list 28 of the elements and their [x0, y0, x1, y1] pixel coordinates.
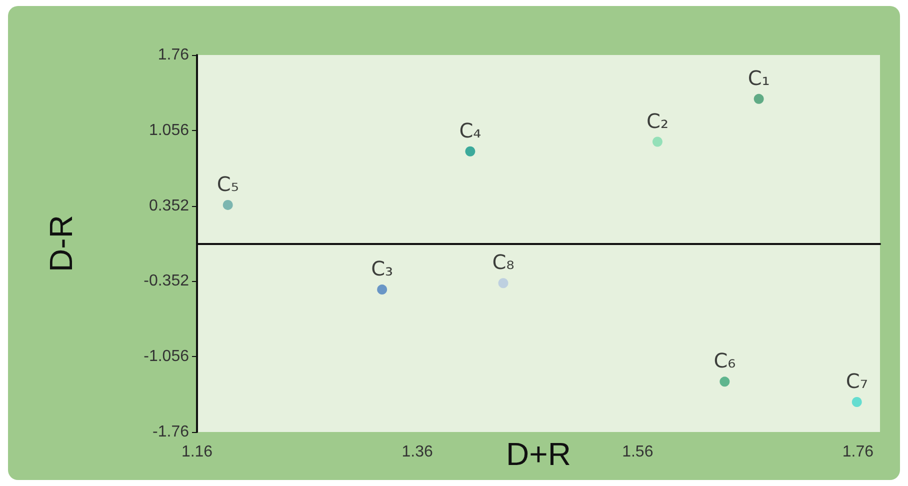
- point: [465, 146, 476, 156]
- point: [720, 376, 730, 387]
- x-tick-label: 1.16: [181, 444, 213, 460]
- point: [754, 94, 764, 104]
- data-label: C₆: [714, 348, 736, 373]
- point: [377, 284, 388, 295]
- point: [652, 136, 662, 147]
- data-label: C₃: [371, 256, 394, 281]
- data-label: C₅: [216, 172, 239, 196]
- y-tick-label: 1.056: [148, 122, 190, 139]
- point: [498, 278, 508, 288]
- point: [852, 397, 862, 408]
- data-label: C₈: [492, 250, 514, 274]
- data-label: C₄: [459, 118, 482, 142]
- y-tick-label: -1.76: [152, 424, 190, 440]
- y-tick-label: -1.056: [144, 348, 190, 366]
- data-label: C₂: [646, 108, 668, 133]
- y-tick-label: 0.352: [148, 197, 190, 214]
- x-tick-label: 1.76: [842, 444, 874, 460]
- x-tick-label: 1.36: [402, 444, 433, 460]
- data-label: C₇: [846, 369, 868, 394]
- y-tick-label: 1.76: [158, 46, 190, 64]
- point: [222, 200, 233, 210]
- x-axis-title: D+R: [506, 436, 571, 472]
- data-label: C₁: [748, 66, 770, 90]
- y-axis-title: D-R: [43, 215, 79, 272]
- y-tick-label: -0.352: [144, 272, 190, 290]
- x-tick-label: 1.56: [622, 444, 654, 460]
